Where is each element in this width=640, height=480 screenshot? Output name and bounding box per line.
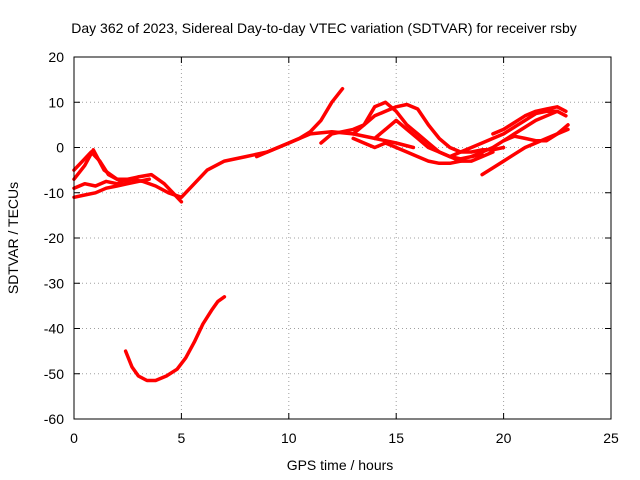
axis-ticks: 0 5 10 15 20 25 -60 -50 -40 -30 -20 -10 0 10 20 xyxy=(44,49,619,446)
chart-title: Day 362 of 2023, Sidereal Day-to-day VTE… xyxy=(71,20,577,36)
series-arc-15 xyxy=(501,127,570,143)
x-tick-label: 25 xyxy=(603,430,619,446)
series-arc-14 xyxy=(491,105,568,136)
y-tick-label: -50 xyxy=(44,366,64,382)
x-tick-label: 10 xyxy=(281,430,297,446)
x-tick-label: 15 xyxy=(388,430,404,446)
series-arc-8 xyxy=(351,100,484,161)
y-tick-label: -40 xyxy=(44,321,64,337)
y-tick-label: -20 xyxy=(44,230,64,246)
series-arc-7 xyxy=(319,102,506,154)
y-tick-label: -30 xyxy=(44,275,64,291)
y-tick-label: 0 xyxy=(56,140,64,156)
y-tick-label: -10 xyxy=(44,185,64,201)
series-arc-10 xyxy=(351,136,463,166)
y-axis-label: SDTVAR / TECUs xyxy=(5,182,21,294)
y-tick-label: 10 xyxy=(48,94,64,110)
x-axis-label: GPS time / hours xyxy=(287,457,394,473)
series-arc-11 xyxy=(448,109,568,159)
series-arc-4 xyxy=(72,177,151,200)
series-arc-3 xyxy=(72,175,141,190)
x-tick-label: 0 xyxy=(70,430,78,446)
series-arc-9 xyxy=(372,118,495,163)
series-arc-6 xyxy=(254,86,345,159)
y-tick-label: 20 xyxy=(48,49,64,65)
grid xyxy=(74,57,611,419)
series-arc-5 xyxy=(123,295,227,383)
x-tick-label: 5 xyxy=(178,430,186,446)
y-tick-label: -60 xyxy=(44,411,64,427)
series-group xyxy=(72,86,570,383)
series-arc-12 xyxy=(469,109,560,159)
x-tick-label: 20 xyxy=(496,430,512,446)
